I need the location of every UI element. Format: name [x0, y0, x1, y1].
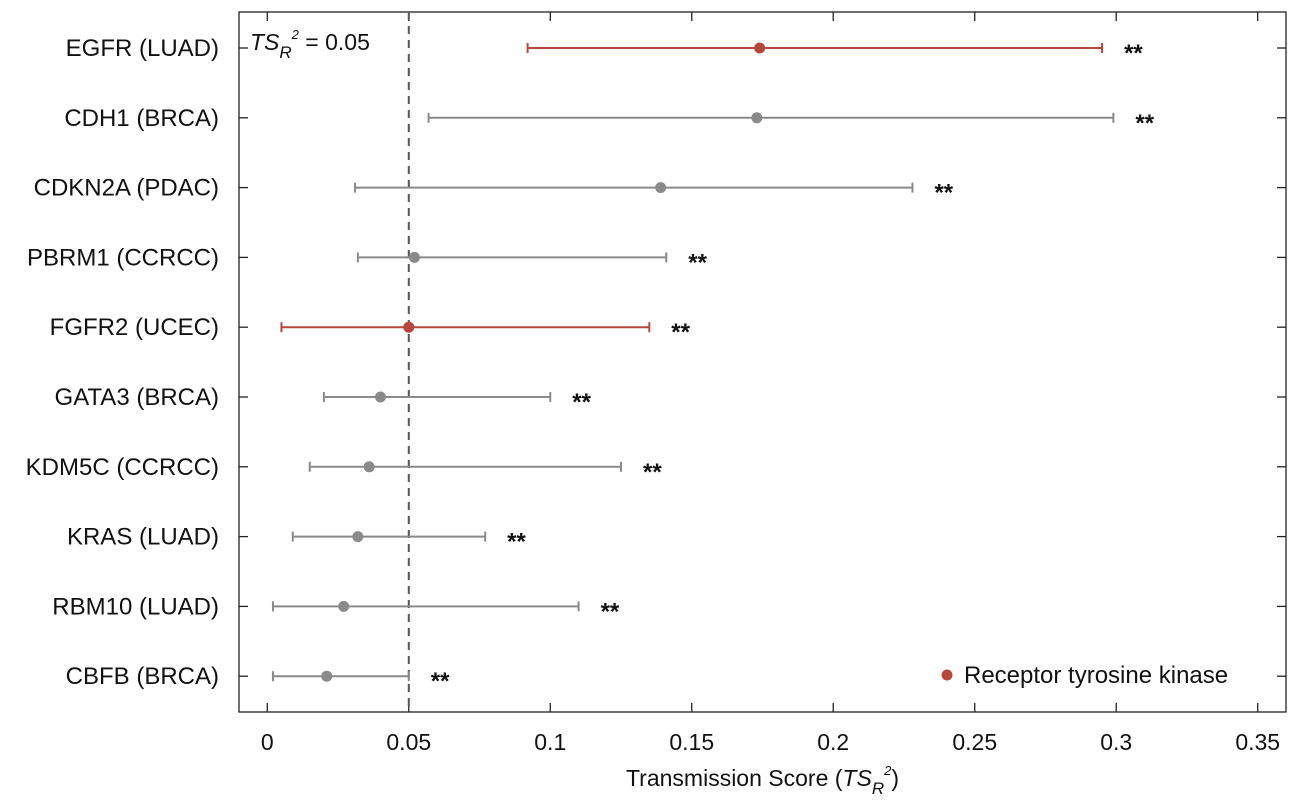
point-estimate — [374, 391, 386, 403]
point-estimate — [352, 531, 364, 543]
significance-marker: ** — [671, 319, 690, 346]
x-tick-label: 0 — [261, 729, 274, 755]
point-estimate — [751, 112, 763, 124]
x-tick-label: 0.05 — [386, 729, 431, 755]
significance-marker: ** — [1124, 40, 1143, 67]
plot-frame — [238, 11, 1287, 713]
category-label: PBRM1 (CCRCC) — [27, 244, 219, 271]
category-label: CBFB (BRCA) — [66, 663, 219, 690]
significance-marker: ** — [431, 668, 450, 695]
x-tick-label: 0.2 — [817, 729, 849, 755]
category-label: KDM5C (CCRCC) — [26, 454, 219, 481]
legend-label: Receptor tyrosine kinase — [964, 662, 1228, 689]
point-estimate — [338, 600, 350, 612]
point-estimate — [754, 42, 766, 54]
point-estimate — [408, 251, 420, 263]
reference-label: TSR2 = 0.05 — [250, 27, 370, 62]
significance-marker: ** — [572, 389, 591, 416]
category-label: RBM10 (LUAD) — [52, 593, 219, 620]
category-label: CDKN2A (PDAC) — [34, 175, 219, 202]
significance-marker: ** — [688, 249, 707, 276]
category-label: CDH1 (BRCA) — [64, 105, 219, 132]
category-label: EGFR (LUAD) — [66, 35, 219, 62]
category-label: GATA3 (BRCA) — [55, 384, 219, 411]
significance-marker: ** — [643, 459, 662, 486]
significance-marker: ** — [507, 529, 526, 556]
point-estimate — [655, 182, 667, 194]
point-estimate — [403, 321, 415, 333]
significance-marker: ** — [934, 180, 953, 207]
legend-marker — [941, 669, 953, 681]
x-tick-label: 0.15 — [669, 729, 714, 755]
significance-marker: ** — [601, 598, 620, 625]
point-estimate — [321, 670, 333, 682]
category-label: FGFR2 (UCEC) — [50, 314, 219, 341]
x-tick-label: 0.1 — [534, 729, 566, 755]
significance-marker: ** — [1135, 110, 1154, 137]
x-tick-label: 0.3 — [1100, 729, 1132, 755]
x-axis-title: Transmission Score (TSR2) — [626, 763, 899, 798]
category-label: KRAS (LUAD) — [67, 524, 219, 551]
x-tick-label: 0.35 — [1235, 729, 1280, 755]
x-tick-label: 0.25 — [952, 729, 997, 755]
point-estimate — [363, 461, 375, 473]
